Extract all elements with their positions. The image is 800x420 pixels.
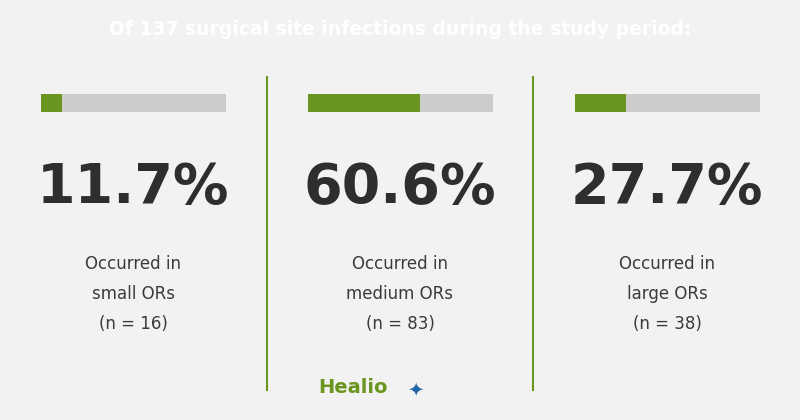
Text: (n = 83): (n = 83) [366,315,434,333]
Bar [574,94,759,112]
Bar [41,94,226,112]
Bar [307,94,493,112]
Text: 27.7%: 27.7% [570,161,763,215]
Text: (n = 16): (n = 16) [98,315,167,333]
Text: 60.6%: 60.6% [304,161,496,215]
Text: Healio: Healio [318,378,388,397]
Text: (n = 38): (n = 38) [633,315,702,333]
Text: ✦: ✦ [407,380,423,399]
Text: 11.7%: 11.7% [37,161,230,215]
Text: Occurred in: Occurred in [85,255,181,273]
Text: small ORs: small ORs [91,285,174,303]
Bar [574,94,626,112]
Text: large ORs: large ORs [626,285,707,303]
Text: medium ORs: medium ORs [346,285,454,303]
Bar [307,94,420,112]
Text: Occurred in: Occurred in [352,255,448,273]
Bar [41,94,62,112]
Text: Occurred in: Occurred in [619,255,715,273]
Text: Of 137 surgical site infections during the study period:: Of 137 surgical site infections during t… [109,20,691,39]
